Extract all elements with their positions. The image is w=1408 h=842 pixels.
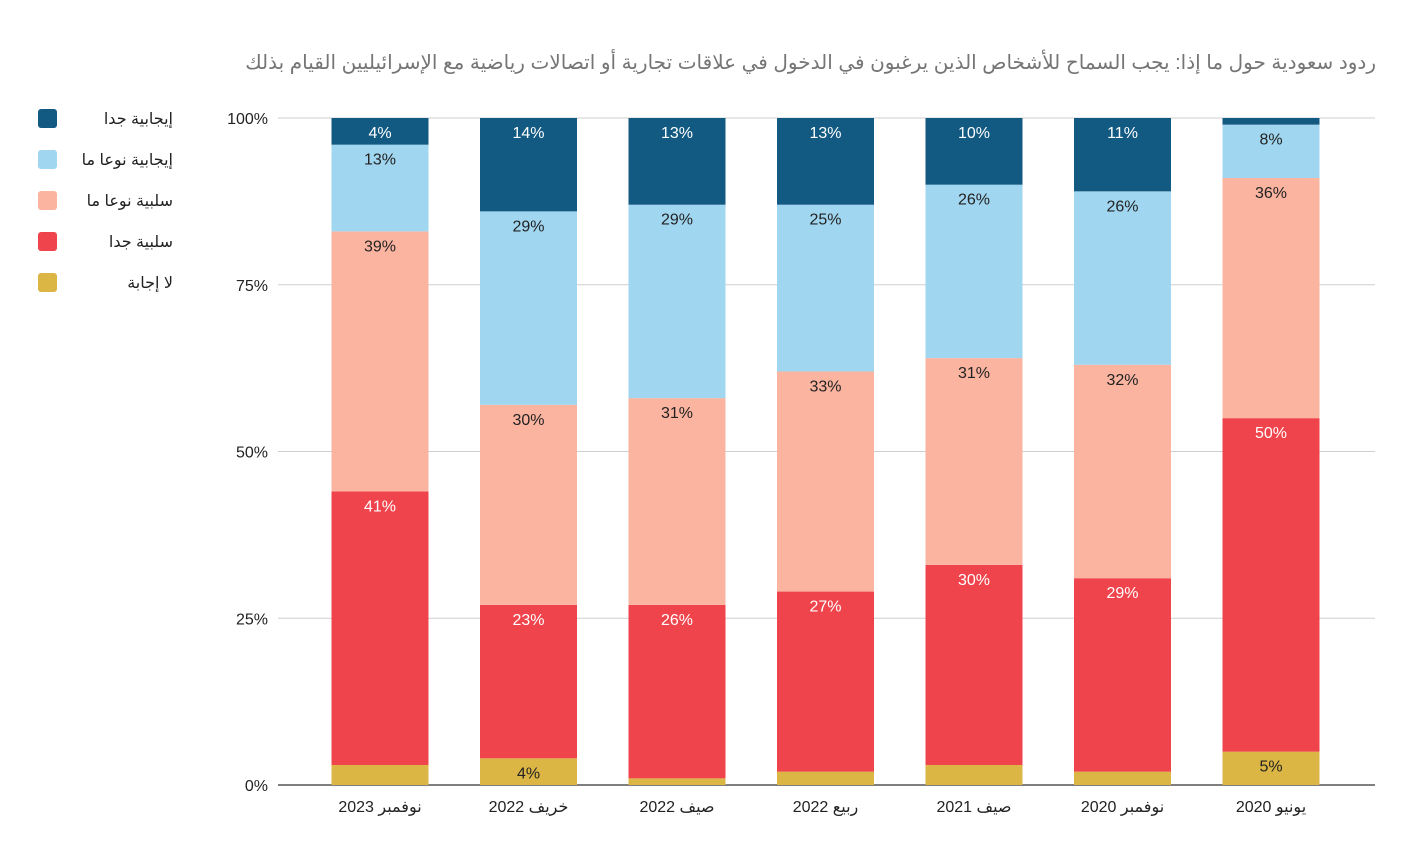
legend-item: لا إجابة [38,272,188,293]
bar-segment [925,358,1023,565]
x-category-label: نوفمبر 2023 [338,799,421,817]
bar-segment [1222,418,1320,752]
bar-segment [480,404,577,605]
bar-segment [628,204,726,399]
data-label: 26% [1106,198,1138,215]
bar-segment [1222,124,1320,179]
legend-item: إيجابية نوعا ما [38,149,188,170]
data-label: 11% [1107,125,1138,142]
data-label: 25% [809,212,841,229]
data-label: 50% [1255,425,1287,442]
x-category-label: يونيو 2020 [1236,799,1306,817]
bar-segment [628,118,726,205]
bar-segment [331,118,429,145]
data-label: 31% [661,405,693,422]
legend-swatch [38,109,57,128]
legend-label: سلبية نوعا ما [86,193,173,210]
data-label: 30% [958,572,990,589]
data-label: 13% [809,125,841,142]
data-label: 32% [1106,372,1138,389]
legend-item: سلبية نوعا ما [38,190,188,211]
data-label: 4% [517,765,540,782]
legend-label: إيجابية نوعا ما [81,152,173,169]
data-label: 33% [809,378,841,395]
data-label: 13% [364,152,396,169]
legend-item: سلبية جدا [38,231,188,252]
y-tick-label: 25% [236,611,268,628]
x-category-label: ربيع 2022 [793,799,859,817]
bar-segment [1222,751,1320,785]
legend: إيجابية جدا إيجابية نوعا ما سلبية نوعا ما س… [38,108,188,313]
data-label: 4% [368,125,391,142]
bar-segment [480,118,577,212]
x-category-label: صيف 2022 [639,799,714,816]
bar-segment [1074,364,1171,579]
bar-segment [1222,178,1320,419]
y-tick-label: 100% [227,111,268,128]
data-label: 41% [364,499,396,516]
y-tick-label: 0% [245,778,268,795]
bar-segment [628,778,726,785]
legend-swatch [38,150,57,169]
bar-segment [777,204,874,372]
bar-segment [331,144,429,232]
bar-segment [480,604,577,759]
data-label: 30% [512,412,544,429]
bar-segment [925,118,1023,185]
bar-segment [1074,578,1171,772]
bar-segment [925,764,1023,785]
chart-title: ردود سعودية حول ما إذا: يجب السماح للأشخ… [245,52,1376,74]
legend-label: إيجابية جدا [103,111,173,128]
bar-segment [1074,191,1171,365]
bar-segment [628,398,726,605]
x-category-label: نوفمبر 2020 [1081,799,1164,817]
bar-segment [777,591,874,772]
data-label: 36% [1255,185,1287,202]
bar-segment [777,118,874,205]
data-label: 23% [512,612,544,629]
data-label: 26% [661,612,693,629]
legend-swatch [38,273,57,292]
legend-swatch [38,191,57,210]
legend-item: إيجابية جدا [38,108,188,129]
legend-label: سلبية جدا [108,234,173,251]
x-category-label: خريف 2022 [489,799,569,817]
bar-segment [1222,118,1320,125]
data-label: 26% [958,192,990,209]
bar-segment [1074,118,1171,192]
data-label: 14% [512,125,544,142]
bar-segment [331,764,429,785]
data-label: 13% [661,125,693,142]
data-label: 29% [512,218,544,235]
bar-segment [777,771,874,785]
y-tick-label: 75% [236,278,268,295]
bar-segment [925,564,1023,765]
bar-segment [331,231,429,492]
bar-segment [925,184,1023,359]
data-label: 5% [1259,759,1282,776]
data-label: 39% [364,238,396,255]
data-label: 10% [958,125,990,142]
y-tick-label: 50% [236,445,268,462]
bar-segment [628,604,726,779]
data-label: 31% [958,365,990,382]
bar-segment [480,758,577,785]
bar-segment [777,371,874,592]
bar-segment [331,491,429,765]
bar-segment [1074,771,1171,785]
x-category-label: صيف 2021 [936,799,1011,816]
bar-segment [480,211,577,405]
legend-label: لا إجابة [127,275,173,292]
data-label: 29% [661,212,693,229]
data-label: 8% [1259,132,1282,149]
data-label: 27% [809,599,841,616]
data-label: 29% [1106,585,1138,602]
legend-swatch [38,232,57,251]
